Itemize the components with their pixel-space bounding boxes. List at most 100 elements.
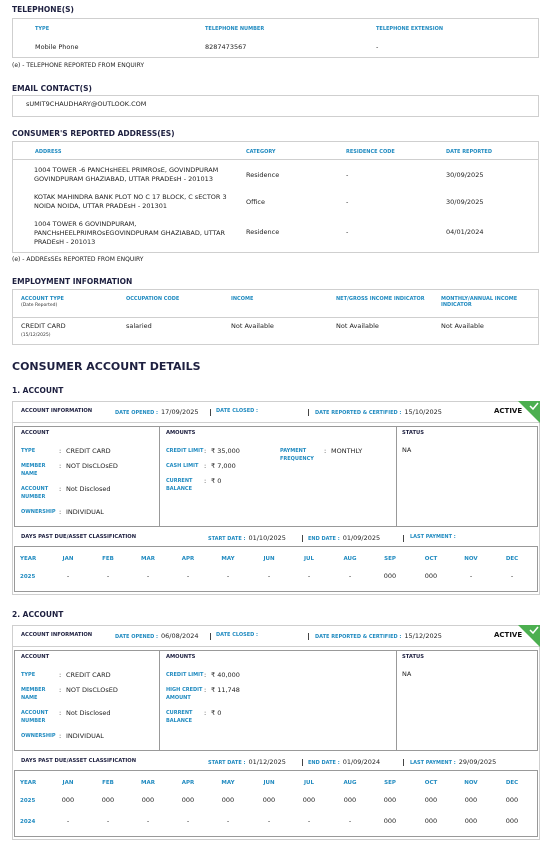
- column-header: OCCUPATION CODE: [126, 296, 180, 302]
- dpd-cell: -: [186, 817, 190, 825]
- cell: Not Available: [231, 322, 274, 330]
- column-header: TELEPHONE NUMBER: [205, 26, 265, 32]
- dpd-cell: 000: [262, 796, 276, 804]
- address: KOTAK MAHINDRA BANK PLOT NO C 17 BLOCK, …: [34, 193, 227, 210]
- email: sUMIT9CHAUDHARY@OUTLOOK.COM: [26, 100, 147, 108]
- dpd-cell: -: [146, 572, 150, 580]
- field: TYPE CREDIT CARD: [21, 447, 118, 455]
- field-value: ₹ 7,000: [204, 462, 236, 470]
- dpd-cell: -: [226, 572, 230, 580]
- column-header: CATEGORY: [246, 149, 276, 155]
- label: DATE REPORTED & CERTIFIED :: [315, 410, 402, 416]
- column-header: TYPE: [35, 26, 50, 32]
- account-box: [12, 625, 540, 840]
- label-value: DATE REPORTED & CERTIFIED :15/10/2025: [315, 408, 442, 416]
- field-label: CURRENT BALANCE: [166, 478, 193, 492]
- header-rule: [13, 646, 539, 647]
- label: LAST PAYMENT :: [410, 534, 456, 540]
- field-label: MEMBER NAME: [21, 463, 46, 477]
- account-heading: 1. ACCOUNT: [12, 386, 64, 395]
- label-value: END DATE :01/09/2024: [308, 758, 380, 766]
- dpd-cell: -: [106, 817, 110, 825]
- cell: Not Available: [336, 322, 379, 330]
- field-value: ₹ 0: [204, 709, 221, 717]
- month-header: NOV: [464, 780, 478, 786]
- dpd-table: [14, 546, 538, 592]
- field: ACCOUNT NUMBER Not Disclosed: [21, 709, 118, 725]
- month-header: APR: [181, 556, 195, 562]
- year: 2024: [20, 819, 36, 825]
- label-value: END DATE :01/09/2025: [308, 534, 380, 542]
- separator: [308, 633, 309, 640]
- cell: Not Available: [441, 322, 484, 330]
- field: CREDIT LIMIT₹ 40,000: [166, 671, 240, 679]
- value: 17/09/2025: [161, 408, 199, 416]
- label-value: DATE OPENED :06/08/2024: [115, 632, 199, 640]
- field-label: MEMBER NAME: [21, 687, 46, 701]
- month-header: FEB: [102, 556, 114, 562]
- month-header: DEC: [505, 780, 519, 786]
- field-value: ₹ 35,000: [204, 447, 240, 455]
- field: CURRENT BALANCE ₹ 0: [166, 709, 240, 725]
- field-label: TYPE: [21, 672, 36, 678]
- field-label: TYPE: [21, 448, 36, 454]
- column-title: AMOUNTS: [166, 430, 196, 436]
- cell: -: [346, 228, 349, 236]
- field-label: CASH LIMIT: [166, 463, 199, 469]
- active-badge: [518, 625, 540, 647]
- field-label: CURRENT BALANCE: [166, 710, 193, 724]
- column-title: AMOUNTS: [166, 654, 196, 660]
- field-label: ACCOUNT NUMBER: [21, 486, 49, 500]
- dpd-cell: 000: [101, 796, 115, 804]
- account-state: ACTIVE: [494, 407, 523, 415]
- field: CASH LIMIT ₹ 7,000: [166, 462, 240, 470]
- dpd-cell: 000: [464, 817, 478, 825]
- month-header: MAY: [221, 780, 235, 786]
- month-header: MAY: [221, 556, 235, 562]
- month-header: YEAR: [20, 780, 37, 786]
- month-header: AUG: [343, 780, 357, 786]
- account-state: ACTIVE: [494, 631, 523, 639]
- field-value: CREDIT CARD: [59, 671, 111, 679]
- month-header: SEP: [384, 780, 396, 786]
- label-value: DATE CLOSED :: [216, 632, 258, 638]
- value: 29/09/2025: [458, 758, 497, 766]
- field-value: Not Disclosed: [59, 485, 111, 493]
- date-reported: (15/12/2025): [21, 333, 51, 338]
- month-header: JUL: [303, 556, 315, 562]
- field-label: CREDIT LIMIT: [166, 448, 204, 454]
- section-title: EMPLOYMENT INFORMATION: [12, 277, 133, 286]
- field-list: PAYMENT FREQUENCY MONTHLY: [280, 447, 362, 463]
- status-value: NA: [402, 446, 412, 454]
- field-label: PAYMENT FREQUENCY: [280, 448, 314, 462]
- address-box: [12, 141, 539, 253]
- dpd-title: DAYS PAST DUE/ASSET CLASSIFICATION: [21, 758, 137, 764]
- column-header: TELEPHONE EXTENSION: [376, 26, 444, 32]
- field: CURRENT BALANCE ₹ 0: [166, 477, 240, 493]
- field-value: INDIVIDUAL: [59, 508, 104, 516]
- separator: [403, 535, 404, 542]
- field: MEMBER NAME NOT DIsCLOsED: [21, 686, 118, 702]
- label: START DATE :: [208, 760, 246, 766]
- header-note: (Date Reported): [21, 303, 58, 308]
- cell: 04/01/2024: [446, 228, 484, 236]
- details-box: [14, 426, 538, 527]
- cell: 30/09/2025: [446, 171, 484, 179]
- header-rule: [13, 159, 538, 160]
- value: 01/09/2024: [342, 758, 381, 766]
- section-title: CONSUMER'S REPORTED ADDRESS(ES): [12, 129, 175, 138]
- dpd-cell: -: [307, 817, 311, 825]
- column-title: ACCOUNT: [21, 654, 50, 660]
- dpd-cell: 000: [61, 796, 75, 804]
- field-label: OWNERSHIP: [21, 733, 56, 739]
- month-header: YEAR: [20, 556, 37, 562]
- month-header: MAR: [141, 780, 155, 786]
- dpd-cell: 000: [343, 796, 357, 804]
- label: END DATE :: [308, 760, 340, 766]
- month-header: OCT: [424, 780, 438, 786]
- value: 15/10/2025: [404, 408, 442, 416]
- telephone-box: [12, 18, 539, 58]
- column-header: ACCOUNT TYPE: [21, 296, 64, 302]
- month-header: JAN: [62, 556, 74, 562]
